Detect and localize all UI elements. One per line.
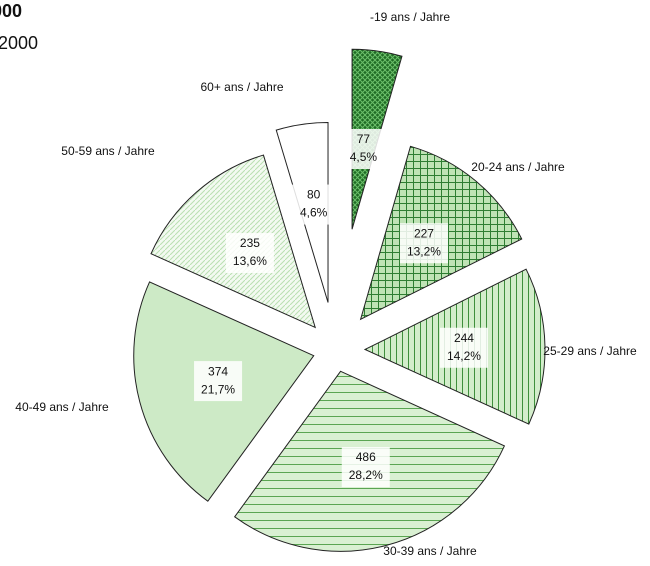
category-label: 20-24 ans / Jahre [471,160,565,174]
value-label: 77 [357,132,371,146]
category-label: 60+ ans / Jahre [200,80,283,94]
value-label: 235 [240,236,260,250]
share-label: 4,5% [350,150,378,164]
label-box [225,233,274,274]
label-box [339,128,388,169]
label-box [439,327,488,368]
category-label: 50-59 ans / Jahre [61,144,155,158]
category-label: -19 ans / Jahre [370,10,450,24]
value-label: 80 [307,188,321,202]
chart-subtitle: 2000 [0,33,38,53]
category-label: 40-49 ans / Jahre [15,400,109,414]
share-label: 14,2% [447,349,481,363]
value-label: 227 [414,226,434,240]
label-box [289,184,338,225]
category-label: 30-39 ans / Jahre [383,544,477,558]
share-label: 13,6% [233,254,267,268]
label-box [399,223,448,264]
category-label: 25-29 ans / Jahre [543,344,637,358]
value-label: 374 [208,364,228,378]
label-box [194,361,243,402]
value-label: 244 [454,331,474,345]
share-label: 4,6% [300,206,328,220]
share-label: 13,2% [407,244,441,258]
chart-title: 000 [0,1,22,21]
share-label: 28,2% [349,468,383,482]
label-box [341,447,390,488]
value-label: 486 [356,450,376,464]
share-label: 21,7% [201,382,235,396]
